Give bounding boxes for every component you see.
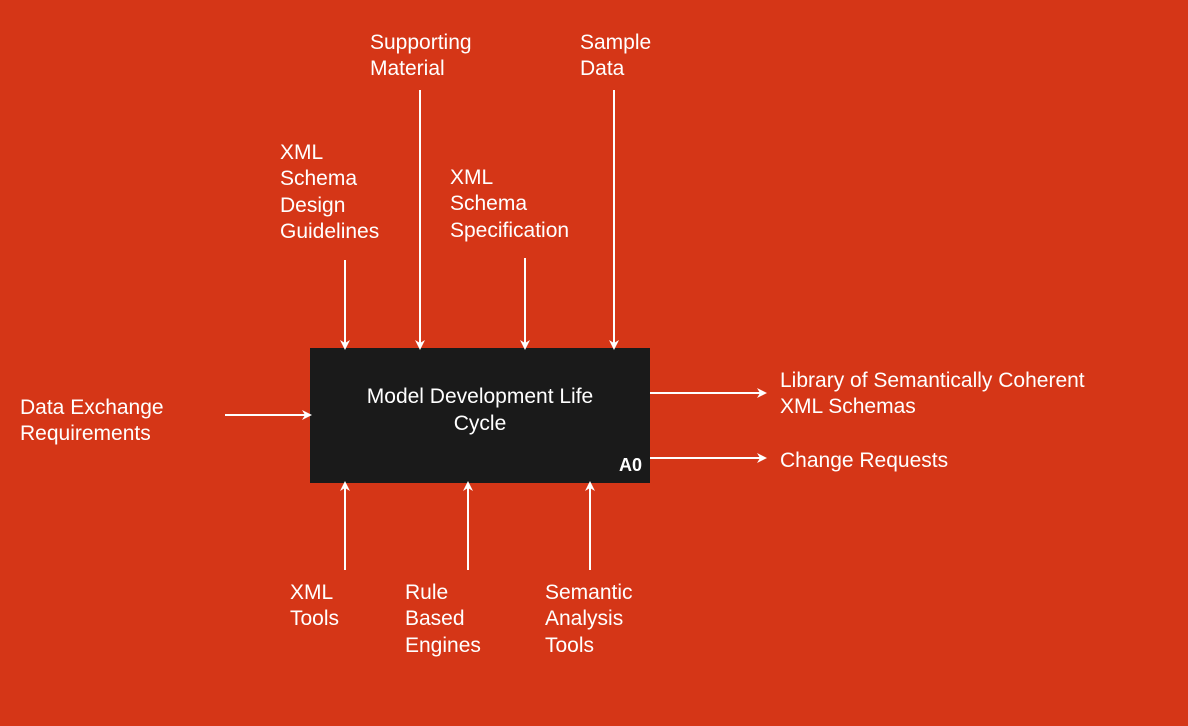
input-label-0: Data Exchange Requirements bbox=[20, 395, 164, 448]
control-label-0: XML Schema Design Guidelines bbox=[280, 140, 379, 245]
output-label-1: Change Requests bbox=[780, 448, 948, 474]
activity-box: Model Development Life Cycle A0 bbox=[310, 348, 650, 483]
control-label-1: Supporting Material bbox=[370, 30, 472, 83]
activity-box-title: Model Development Life Cycle bbox=[310, 383, 650, 438]
control-label-3: Sample Data bbox=[580, 30, 651, 83]
mechanism-label-1: Rule Based Engines bbox=[405, 580, 481, 659]
diagram-canvas: Model Development Life Cycle A0 Data Exc… bbox=[0, 0, 1188, 726]
control-sublabel-1: XML Schema Specification bbox=[450, 165, 569, 244]
mechanism-label-2: Semantic Analysis Tools bbox=[545, 580, 633, 659]
activity-box-id: A0 bbox=[619, 454, 642, 477]
output-label-0: Library of Semantically Coherent XML Sch… bbox=[780, 368, 1085, 421]
mechanism-label-0: XML Tools bbox=[290, 580, 339, 633]
